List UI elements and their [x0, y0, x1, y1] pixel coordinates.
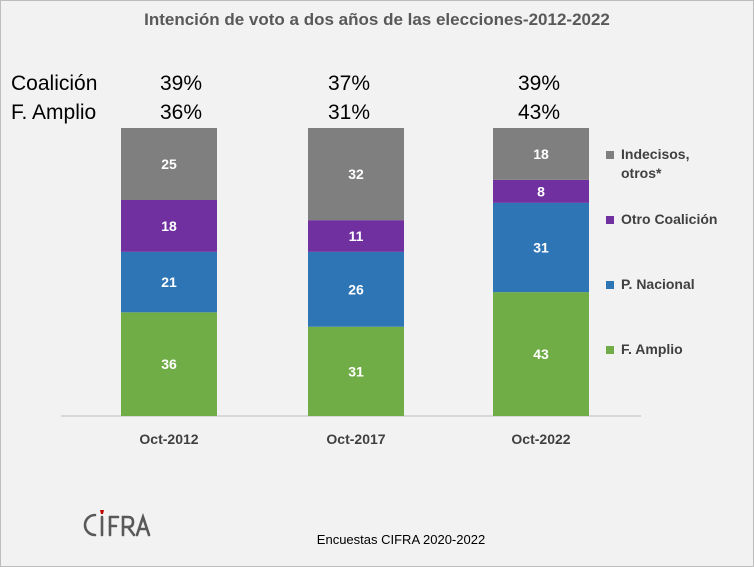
- x-tick-label: Oct-2022: [511, 431, 570, 447]
- summary-label-famplio: F. Amplio: [11, 101, 97, 124]
- legend-label: Otro Coalición: [621, 211, 717, 227]
- data-label: 26: [348, 281, 364, 297]
- legend-label: F. Amplio: [621, 341, 683, 357]
- chart-title: Intención de voto a dos años de las elec…: [144, 10, 610, 29]
- data-label: 8: [537, 183, 545, 199]
- bar-segment: [493, 179, 589, 203]
- bar-segment: [308, 220, 404, 252]
- data-label: 11: [349, 228, 364, 244]
- bar-segment: [308, 251, 404, 327]
- summary-value: 39%: [159, 72, 203, 95]
- legend-swatch: [606, 346, 614, 354]
- legend-label: Indecisos, otros*: [621, 146, 689, 181]
- source-note: Encuestas CIFRA 2020-2022: [316, 532, 486, 547]
- legend-swatch: [606, 151, 614, 159]
- bar-segment: [308, 128, 404, 221]
- bar-segment: [493, 128, 589, 180]
- summary-value: 37%: [327, 72, 371, 95]
- data-label: 36: [161, 356, 177, 372]
- bar-segment: [121, 251, 217, 313]
- x-tick-label: Oct-2012: [139, 431, 198, 447]
- summary-value: 43%: [517, 101, 561, 124]
- data-label: 43: [533, 346, 549, 362]
- data-label: 18: [161, 218, 177, 234]
- data-label: 31: [533, 240, 549, 256]
- x-tick-label: Oct-2017: [326, 431, 385, 447]
- data-label: 31: [348, 363, 364, 379]
- summary-value: 39%: [517, 72, 561, 95]
- legend-swatch: [606, 281, 614, 289]
- summary-value: 36%: [159, 101, 203, 124]
- bar-segment: [121, 312, 217, 416]
- data-label: 18: [533, 146, 549, 162]
- data-label: 21: [161, 274, 177, 290]
- summary-label-coalicion: Coalición: [11, 72, 98, 95]
- bar-segment: [308, 326, 404, 416]
- data-label: 32: [348, 166, 364, 182]
- data-label: 25: [161, 156, 177, 172]
- bar-segment: [121, 128, 217, 200]
- cifra-logo: [83, 510, 151, 537]
- bar-segment: [121, 200, 217, 252]
- legend-label: P. Nacional: [621, 276, 695, 292]
- summary-value: 31%: [327, 101, 371, 124]
- legend-swatch: [606, 216, 614, 224]
- bar-segment: [493, 202, 589, 293]
- bar-segment: [493, 292, 589, 416]
